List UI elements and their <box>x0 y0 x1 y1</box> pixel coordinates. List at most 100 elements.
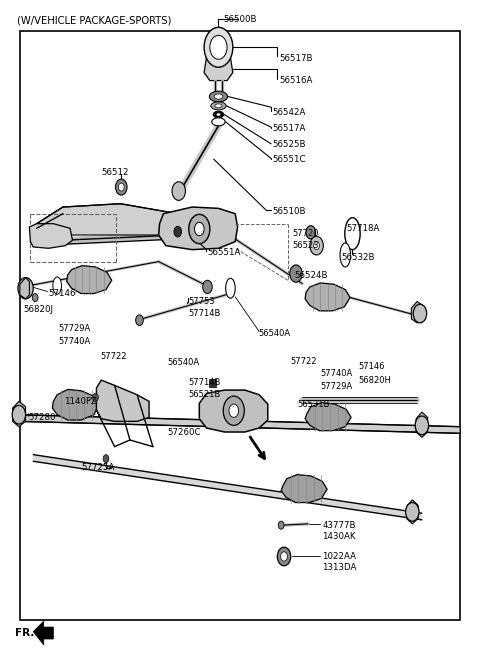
Text: 56516A: 56516A <box>279 76 312 85</box>
Polygon shape <box>209 379 216 387</box>
Ellipse shape <box>212 118 225 126</box>
Text: 57722: 57722 <box>291 357 317 366</box>
Text: 57740A: 57740A <box>58 337 90 346</box>
Text: 57718A: 57718A <box>346 224 380 233</box>
Text: 1430AK: 1430AK <box>323 532 356 541</box>
Ellipse shape <box>53 277 61 294</box>
Text: 57720: 57720 <box>293 229 319 238</box>
Text: 57725A: 57725A <box>81 464 114 472</box>
Text: 57729A: 57729A <box>58 323 90 333</box>
Polygon shape <box>20 31 460 620</box>
Circle shape <box>172 181 185 200</box>
Ellipse shape <box>213 111 224 118</box>
Text: 43777B: 43777B <box>323 521 356 530</box>
Text: 56510B: 56510B <box>273 207 306 216</box>
Text: 56521B: 56521B <box>188 390 221 400</box>
Text: 56524B: 56524B <box>295 271 328 280</box>
Text: 56512: 56512 <box>101 168 129 177</box>
Polygon shape <box>204 57 233 81</box>
Text: 56820J: 56820J <box>24 305 54 314</box>
Text: 1022AA: 1022AA <box>323 552 356 561</box>
Ellipse shape <box>345 217 360 249</box>
Circle shape <box>18 277 33 299</box>
Text: 57714B: 57714B <box>188 378 221 388</box>
Polygon shape <box>281 475 327 502</box>
Text: 57146: 57146 <box>359 362 385 372</box>
Polygon shape <box>33 455 422 520</box>
Circle shape <box>413 304 427 323</box>
Ellipse shape <box>216 113 221 116</box>
Ellipse shape <box>215 104 222 108</box>
Polygon shape <box>416 412 428 438</box>
Circle shape <box>415 416 429 435</box>
Polygon shape <box>12 402 25 427</box>
Polygon shape <box>407 500 418 524</box>
Polygon shape <box>305 403 351 431</box>
Polygon shape <box>33 621 53 645</box>
Circle shape <box>136 315 144 325</box>
Text: 56551C: 56551C <box>273 155 306 163</box>
Circle shape <box>306 225 316 239</box>
Circle shape <box>174 226 181 237</box>
Text: 57729A: 57729A <box>321 382 353 392</box>
Polygon shape <box>29 223 72 248</box>
Text: 57714B: 57714B <box>188 309 221 318</box>
Text: 56523: 56523 <box>293 241 319 250</box>
Circle shape <box>314 241 320 249</box>
Circle shape <box>310 236 323 255</box>
Circle shape <box>223 396 244 426</box>
Ellipse shape <box>226 278 235 298</box>
Text: 1140FZ: 1140FZ <box>64 397 97 406</box>
Ellipse shape <box>214 94 223 99</box>
Circle shape <box>103 455 109 463</box>
Text: 56540A: 56540A <box>167 358 199 368</box>
Text: 56551A: 56551A <box>207 248 241 257</box>
Polygon shape <box>305 283 350 311</box>
Text: 1313DA: 1313DA <box>323 564 357 572</box>
Circle shape <box>12 406 25 424</box>
Polygon shape <box>158 207 238 249</box>
Circle shape <box>119 183 124 191</box>
Circle shape <box>204 27 233 67</box>
Text: 56532B: 56532B <box>341 253 375 262</box>
Text: 56517B: 56517B <box>279 54 313 63</box>
Circle shape <box>116 179 127 195</box>
Text: 56820H: 56820H <box>359 376 392 385</box>
Circle shape <box>93 394 98 402</box>
Ellipse shape <box>340 243 350 267</box>
Text: 56540A: 56540A <box>258 329 290 338</box>
Circle shape <box>290 265 302 282</box>
Polygon shape <box>36 203 178 235</box>
Polygon shape <box>96 380 149 422</box>
Ellipse shape <box>211 102 226 110</box>
Polygon shape <box>19 415 460 434</box>
Circle shape <box>281 552 288 561</box>
Circle shape <box>277 547 291 566</box>
Text: 56517A: 56517A <box>273 124 306 133</box>
Text: 56542A: 56542A <box>273 108 306 117</box>
Text: 56525B: 56525B <box>273 140 306 149</box>
Text: 57146: 57146 <box>48 289 76 298</box>
Text: 57753: 57753 <box>188 297 215 306</box>
Circle shape <box>210 35 227 59</box>
Polygon shape <box>199 390 268 432</box>
Circle shape <box>278 521 284 529</box>
Circle shape <box>194 222 204 235</box>
Text: 57260C: 57260C <box>167 428 201 436</box>
Text: 57280: 57280 <box>28 413 56 422</box>
Polygon shape <box>67 265 112 293</box>
Text: (W/VEHICLE PACKAGE-SPORTS): (W/VEHICLE PACKAGE-SPORTS) <box>17 15 172 25</box>
Circle shape <box>229 404 239 418</box>
Text: 57740A: 57740A <box>321 369 353 378</box>
Polygon shape <box>20 277 29 299</box>
Polygon shape <box>52 390 99 420</box>
Text: FR.: FR. <box>15 628 35 638</box>
Polygon shape <box>411 301 423 323</box>
Circle shape <box>406 502 419 521</box>
Circle shape <box>203 280 212 293</box>
Circle shape <box>32 293 38 301</box>
Text: 56500B: 56500B <box>223 15 257 24</box>
Circle shape <box>189 214 210 243</box>
Text: 56531B: 56531B <box>298 400 330 409</box>
Text: 57722: 57722 <box>100 352 127 362</box>
